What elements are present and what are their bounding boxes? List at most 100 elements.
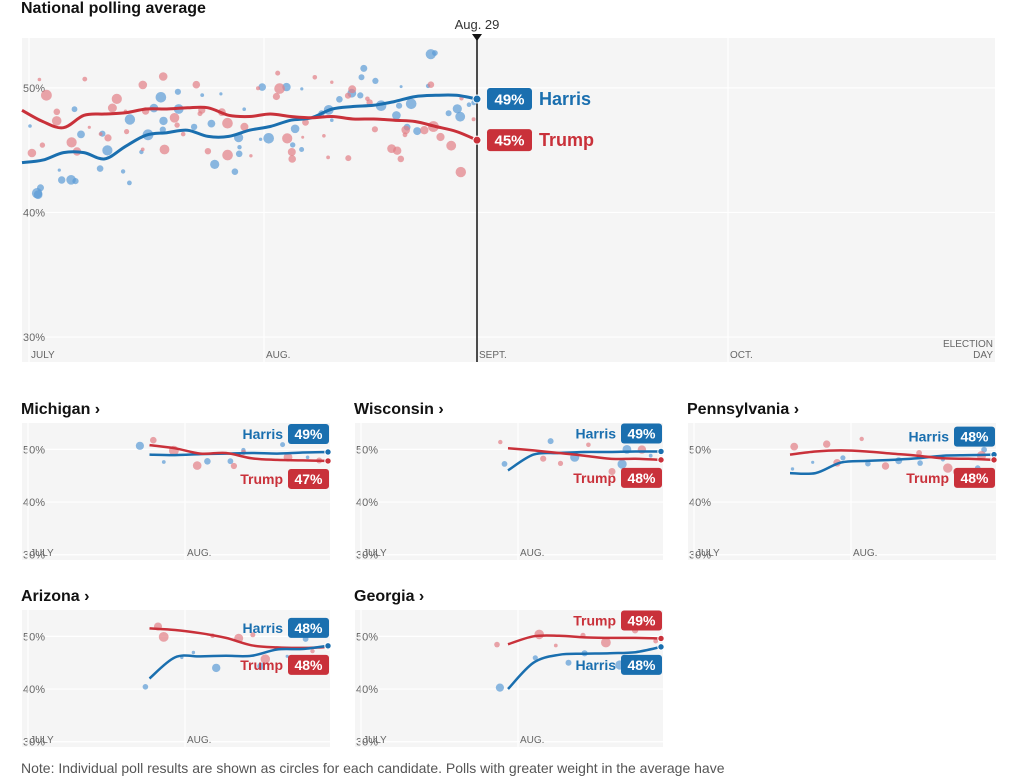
poll-dot bbox=[553, 643, 558, 648]
end-label-name: Harris bbox=[576, 425, 617, 441]
poll-dot bbox=[235, 150, 243, 158]
poll-dot bbox=[393, 146, 402, 155]
poll-dot bbox=[242, 107, 246, 111]
series-line-harris bbox=[149, 450, 329, 457]
plot-area bbox=[355, 423, 663, 560]
end-label-name: Harris bbox=[576, 657, 617, 673]
poll-dot bbox=[161, 460, 166, 464]
x-tick-label: OCT. bbox=[730, 350, 753, 361]
y-tick-label: 50% bbox=[356, 631, 378, 643]
poll-dot bbox=[653, 638, 659, 644]
poll-dot bbox=[192, 80, 201, 89]
poll-dot bbox=[917, 460, 923, 466]
chart-georgia: Georgia ›50%40%30%JULY AUG.49%Trump48%Har… bbox=[354, 588, 665, 749]
poll-dot bbox=[608, 468, 616, 475]
x-tick-label: DAY bbox=[973, 350, 993, 361]
poll-dot bbox=[250, 632, 256, 638]
poll-dot bbox=[501, 461, 508, 467]
chart-title: National polling average bbox=[21, 0, 206, 17]
series-end-dot bbox=[324, 642, 332, 650]
poll-dot bbox=[287, 148, 296, 156]
x-tick-label: JULY bbox=[363, 735, 387, 746]
poll-dot bbox=[436, 132, 445, 142]
end-label-value: 45% bbox=[494, 133, 524, 150]
series-line-trump bbox=[789, 449, 995, 462]
end-label-pill bbox=[487, 88, 532, 111]
poll-dot bbox=[174, 122, 180, 128]
y-tick-label: 50% bbox=[356, 444, 378, 456]
poll-dot bbox=[169, 113, 180, 123]
poll-dot bbox=[135, 441, 144, 450]
poll-dot bbox=[222, 117, 233, 129]
poll-dot bbox=[586, 442, 591, 448]
x-tick-label: JULY bbox=[31, 350, 55, 361]
x-tick-label: AUG. bbox=[187, 548, 211, 559]
poll-dot bbox=[260, 654, 270, 664]
poll-dot bbox=[371, 126, 378, 133]
poll-dot bbox=[881, 462, 890, 470]
poll-dot bbox=[326, 155, 330, 160]
poll-dot bbox=[420, 126, 429, 135]
x-tick-label: SEPT. bbox=[479, 350, 507, 361]
x-tick-label: AUG. bbox=[520, 548, 544, 559]
series-end-dot bbox=[657, 643, 665, 651]
poll-dot bbox=[142, 684, 149, 690]
end-label-name: Harris bbox=[243, 620, 284, 636]
x-tick-label: AUG. bbox=[266, 350, 290, 361]
poll-dot bbox=[124, 129, 130, 135]
end-label-name: Trump bbox=[240, 471, 283, 487]
poll-dot bbox=[312, 75, 318, 80]
poll-dot bbox=[648, 453, 653, 458]
end-label-pill bbox=[954, 467, 995, 488]
end-label-value: 48% bbox=[294, 620, 323, 636]
plot-area bbox=[688, 423, 996, 560]
poll-dot bbox=[158, 72, 168, 81]
poll-dot bbox=[204, 148, 212, 155]
series-end-dot bbox=[657, 447, 665, 456]
series-line-harris bbox=[789, 453, 995, 476]
poll-dot bbox=[402, 132, 408, 138]
chart-michigan: Michigan ›50%40%30%JULY AUG.49%Harris47%T… bbox=[21, 401, 332, 562]
poll-dot bbox=[104, 134, 112, 142]
poll-dot bbox=[565, 659, 572, 666]
chart-note: Note: Individual poll results are shown … bbox=[21, 760, 725, 776]
poll-dot bbox=[446, 140, 457, 151]
series-end-dot bbox=[472, 94, 482, 104]
poll-dot bbox=[397, 155, 405, 163]
y-tick-label: 40% bbox=[356, 684, 378, 696]
poll-dot bbox=[916, 450, 922, 456]
poll-dot bbox=[811, 460, 815, 464]
end-label-value: 48% bbox=[960, 470, 989, 486]
poll-dot bbox=[174, 88, 181, 95]
poll-dot bbox=[413, 127, 422, 136]
y-tick-label: 50% bbox=[23, 444, 45, 456]
poll-dot bbox=[71, 106, 78, 113]
poll-dot bbox=[432, 50, 438, 56]
poll-dot bbox=[345, 155, 352, 162]
poll-dot bbox=[159, 144, 170, 155]
chart-title: Georgia › bbox=[354, 588, 424, 605]
poll-dot bbox=[150, 436, 157, 444]
poll-dot bbox=[399, 85, 403, 89]
poll-dot bbox=[82, 76, 88, 82]
end-label-value: 47% bbox=[294, 471, 323, 487]
poll-dot bbox=[102, 145, 113, 156]
poll-dot bbox=[357, 92, 364, 99]
y-tick-label: 40% bbox=[23, 207, 45, 219]
poll-dot bbox=[290, 142, 296, 148]
end-label-pill bbox=[288, 423, 329, 444]
y-tick-label: 40% bbox=[23, 497, 45, 509]
x-tick-label: AUG. bbox=[520, 735, 544, 746]
plot-area bbox=[22, 423, 330, 560]
y-tick-label: 40% bbox=[356, 497, 378, 509]
poll-dot bbox=[840, 455, 846, 461]
poll-dot bbox=[365, 96, 370, 102]
poll-dot bbox=[301, 135, 305, 139]
poll-dot bbox=[272, 92, 280, 101]
poll-dot bbox=[865, 460, 871, 467]
chart-title: Michigan › bbox=[21, 401, 100, 418]
poll-dot bbox=[302, 119, 309, 126]
series-end-dot bbox=[324, 457, 332, 465]
x-tick-label: ELECTION bbox=[943, 339, 993, 350]
